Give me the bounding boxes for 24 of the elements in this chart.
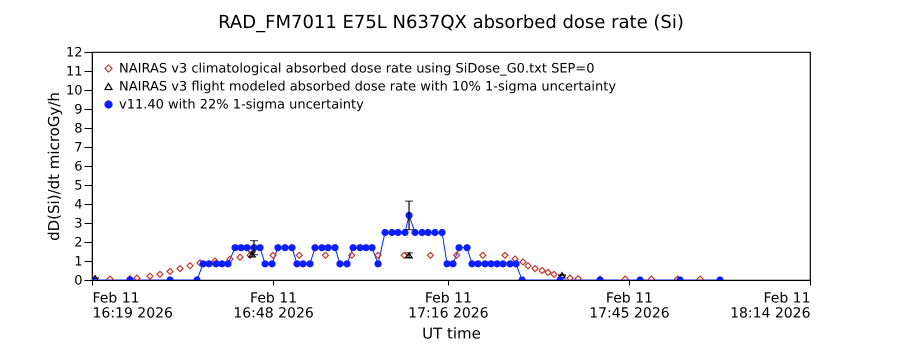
x-tick-label: Feb 11 17:16 2026 (408, 290, 489, 322)
y-tick-label: 3 (74, 216, 82, 232)
y-tick-label: 11 (66, 64, 82, 80)
x-tick-label: Feb 11 18:14 2026 (730, 290, 811, 322)
y-tick-label: 5 (74, 178, 82, 194)
y-tick-label: 0 (74, 274, 82, 288)
x-tick-label: Feb 11 17:45 2026 (589, 290, 670, 322)
legend-label: NAIRAS v3 climatological absorbed dose rate using SiDose_G0.txt SEP=0 (119, 62, 595, 76)
y-tick-label: 9 (74, 102, 82, 118)
x-tick-label: Feb 11 16:48 2026 (233, 290, 314, 322)
y-tick-label: 12 (66, 46, 82, 60)
legend-label: v11.40 with 22% 1-sigma uncertainty (119, 98, 364, 112)
y-tick-label: 8 (74, 122, 82, 136)
x-tick-label: Feb 11 16:19 2026 (92, 290, 174, 322)
y-tick-label: 2 (74, 236, 82, 250)
y-tick-label: 4 (74, 198, 82, 212)
y-axis-title: dD(Si)/dt microGy/h (44, 92, 63, 241)
x-axis-title: UT time (422, 324, 481, 342)
y-tick-label: 6 (74, 160, 82, 174)
y-tick-label: 7 (74, 140, 82, 156)
chart-title: RAD_FM7011 E75L N637QX absorbed dose rate (Si) (218, 12, 684, 33)
legend-label: NAIRAS v3 flight modeled absorbed dose rate with 10% 1-sigma uncertainty (119, 80, 616, 94)
y-tick-label: 1 (74, 254, 82, 270)
y-tick-label: 10 (66, 84, 82, 98)
